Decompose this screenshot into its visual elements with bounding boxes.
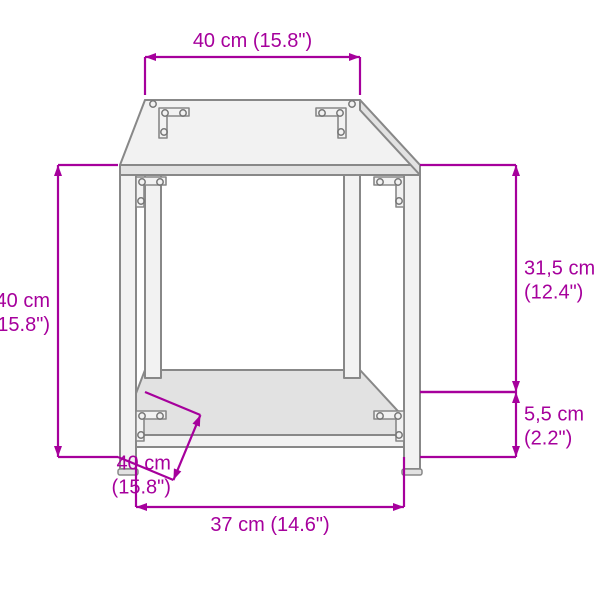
svg-text:40 cm: 40 cm [0,290,50,312]
svg-text:(15.8"): (15.8") [112,477,171,499]
svg-text:40 cm: 40 cm [116,453,170,475]
svg-text:(2.2"): (2.2") [524,428,572,450]
dimension: 40 cm(15.8") [0,165,118,457]
dimension-label: 40 cm (15.8") [193,30,312,52]
svg-text:5,5 cm: 5,5 cm [524,404,584,426]
dimension: 31,5 cm(12.4") [420,165,595,392]
dimension-label: 37 cm (14.6") [210,514,329,536]
dimension-diagram: 40 cm (15.8")40 cm(15.8")40 cm(15.8")37 … [0,0,600,600]
dimension: 37 cm (14.6") [136,457,404,536]
dimension: 5,5 cm(2.2") [420,392,584,457]
svg-text:(15.8"): (15.8") [0,314,50,336]
dimension: 40 cm (15.8") [145,30,360,95]
svg-text:31,5 cm: 31,5 cm [524,258,595,280]
svg-text:(12.4"): (12.4") [524,282,583,304]
side-table [118,100,422,475]
